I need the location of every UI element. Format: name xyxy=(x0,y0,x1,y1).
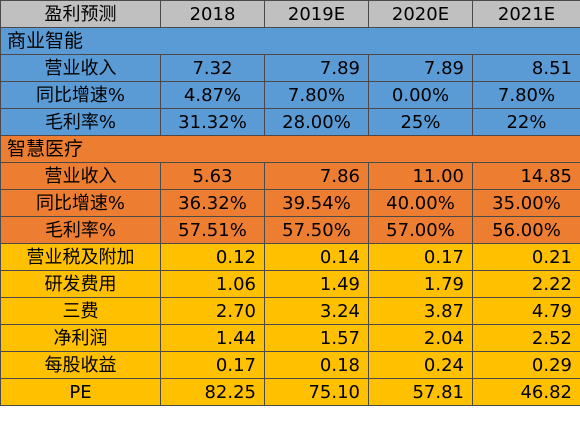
header-cell[interactable]: 2020E xyxy=(368,0,473,28)
section-row-business-intelligence: 商业智能 xyxy=(0,27,580,55)
table-cell[interactable]: 0.18 xyxy=(264,351,369,379)
table-cell[interactable]: 7.86 xyxy=(264,162,369,190)
table-cell[interactable]: 57.51% xyxy=(160,216,265,244)
section-row-smart-healthcare: 智慧医疗 xyxy=(0,135,580,163)
row-label[interactable]: 每股收益 xyxy=(0,351,161,379)
table-cell[interactable]: 57.00% xyxy=(368,216,473,244)
table-cell[interactable]: 31.32% xyxy=(160,108,265,136)
table-cell[interactable]: 57.50% xyxy=(264,216,369,244)
section-title[interactable]: 商业智能 xyxy=(0,27,580,55)
table-row: 毛利率% 31.32% 28.00% 25% 22% xyxy=(0,108,580,136)
table-row: 营业收入 5.63 7.86 11.00 14.85 xyxy=(0,162,580,190)
table-cell[interactable]: 7.89 xyxy=(264,54,369,82)
table-cell[interactable]: 5.63 xyxy=(160,162,265,190)
section-title[interactable]: 智慧医疗 xyxy=(0,135,580,163)
row-label[interactable]: 研发费用 xyxy=(0,270,161,298)
table-cell[interactable]: 8.51 xyxy=(472,54,580,82)
table-cell[interactable]: 2.70 xyxy=(160,297,265,325)
table-cell[interactable]: 82.25 xyxy=(160,378,265,406)
table-cell[interactable]: 57.81 xyxy=(368,378,473,406)
header-cell[interactable]: 2021E xyxy=(472,0,580,28)
table-cell[interactable]: 35.00% xyxy=(472,189,580,217)
table-cell[interactable]: 28.00% xyxy=(264,108,369,136)
table-cell[interactable]: 0.29 xyxy=(472,351,580,379)
table-row: 毛利率% 57.51% 57.50% 57.00% 56.00% xyxy=(0,216,580,244)
table-cell[interactable]: 56.00% xyxy=(472,216,580,244)
table-row: 同比增速% 4.87% 7.80% 0.00% 7.80% xyxy=(0,81,580,109)
table-cell[interactable]: 39.54% xyxy=(264,189,369,217)
table-cell[interactable]: 25% xyxy=(368,108,473,136)
table-cell[interactable]: 0.24 xyxy=(368,351,473,379)
table-cell[interactable]: 1.44 xyxy=(160,324,265,352)
table-row: PE 82.25 75.10 57.81 46.82 xyxy=(0,378,580,406)
table-cell[interactable]: 2.22 xyxy=(472,270,580,298)
table-cell[interactable]: 11.00 xyxy=(368,162,473,190)
table-cell[interactable]: 1.06 xyxy=(160,270,265,298)
table-row: 营业收入 7.32 7.89 7.89 8.51 xyxy=(0,54,580,82)
header-cell[interactable]: 2018 xyxy=(160,0,265,28)
table-cell[interactable]: 3.24 xyxy=(264,297,369,325)
table-cell[interactable]: 0.17 xyxy=(160,351,265,379)
table-row: 净利润 1.44 1.57 2.04 2.52 xyxy=(0,324,580,352)
row-label[interactable]: 净利润 xyxy=(0,324,161,352)
table-cell[interactable]: 75.10 xyxy=(264,378,369,406)
row-label[interactable]: 同比增速% xyxy=(0,81,161,109)
table-cell[interactable]: 7.89 xyxy=(368,54,473,82)
table-row: 研发费用 1.06 1.49 1.79 2.22 xyxy=(0,270,580,298)
table-cell[interactable]: 7.32 xyxy=(160,54,265,82)
table-cell[interactable]: 1.79 xyxy=(368,270,473,298)
table-cell[interactable]: 0.17 xyxy=(368,243,473,271)
table-row: 同比增速% 36.32% 39.54% 40.00% 35.00% xyxy=(0,189,580,217)
header-cell[interactable]: 2019E xyxy=(264,0,369,28)
row-label[interactable]: 三费 xyxy=(0,297,161,325)
row-label[interactable]: 营业税及附加 xyxy=(0,243,161,271)
table-cell[interactable]: 1.57 xyxy=(264,324,369,352)
table-cell[interactable]: 4.79 xyxy=(472,297,580,325)
table-cell[interactable]: 0.12 xyxy=(160,243,265,271)
header-cell[interactable]: 盈利预测 xyxy=(0,0,161,28)
table-cell[interactable]: 36.32% xyxy=(160,189,265,217)
table-cell[interactable]: 22% xyxy=(472,108,580,136)
table-cell[interactable]: 2.04 xyxy=(368,324,473,352)
table-row: 三费 2.70 3.24 3.87 4.79 xyxy=(0,297,580,325)
row-label[interactable]: 同比增速% xyxy=(0,189,161,217)
table-cell[interactable]: 2.52 xyxy=(472,324,580,352)
table-cell[interactable]: 0.00% xyxy=(368,81,473,109)
table-cell[interactable]: 3.87 xyxy=(368,297,473,325)
table-cell[interactable]: 7.80% xyxy=(264,81,369,109)
table-cell[interactable]: 7.80% xyxy=(472,81,580,109)
table-row: 每股收益 0.17 0.18 0.24 0.29 xyxy=(0,351,580,379)
table-cell[interactable]: 40.00% xyxy=(368,189,473,217)
row-label[interactable]: 毛利率% xyxy=(0,216,161,244)
header-row: 盈利预测 2018 2019E 2020E 2021E xyxy=(0,0,580,28)
table-cell[interactable]: 0.14 xyxy=(264,243,369,271)
row-label[interactable]: 营业收入 xyxy=(0,54,161,82)
row-label[interactable]: PE xyxy=(0,378,161,406)
forecast-table: 盈利预测 2018 2019E 2020E 2021E 商业智能 营业收入 7.… xyxy=(0,0,580,406)
table-cell[interactable]: 0.21 xyxy=(472,243,580,271)
table-cell[interactable]: 46.82 xyxy=(472,378,580,406)
table-cell[interactable]: 4.87% xyxy=(160,81,265,109)
table-row: 营业税及附加 0.12 0.14 0.17 0.21 xyxy=(0,243,580,271)
table-cell[interactable]: 1.49 xyxy=(264,270,369,298)
row-label[interactable]: 营业收入 xyxy=(0,162,161,190)
row-label[interactable]: 毛利率% xyxy=(0,108,161,136)
table-cell[interactable]: 14.85 xyxy=(472,162,580,190)
